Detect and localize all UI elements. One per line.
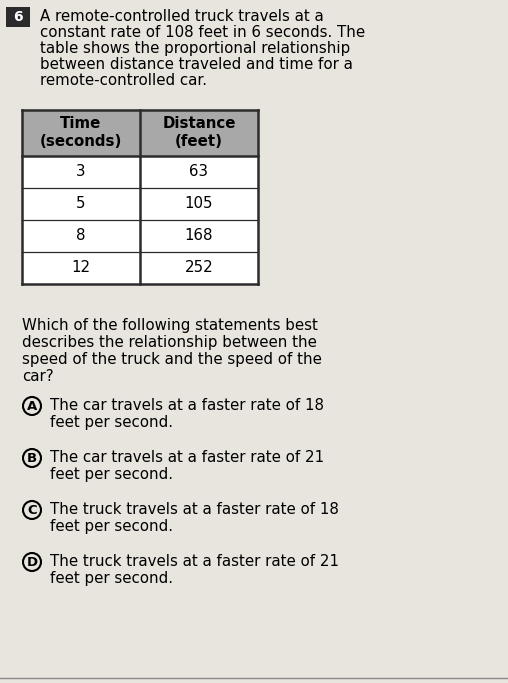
Text: car?: car? xyxy=(22,369,54,384)
FancyBboxPatch shape xyxy=(22,252,258,284)
Text: constant rate of 108 feet in 6 seconds. The: constant rate of 108 feet in 6 seconds. … xyxy=(40,25,365,40)
Text: 8: 8 xyxy=(76,229,86,244)
Text: The car travels at a faster rate of 21: The car travels at a faster rate of 21 xyxy=(50,450,324,465)
Text: between distance traveled and time for a: between distance traveled and time for a xyxy=(40,57,353,72)
Text: A: A xyxy=(27,400,37,413)
Text: feet per second.: feet per second. xyxy=(50,519,173,534)
Text: 6: 6 xyxy=(13,10,23,24)
Text: 12: 12 xyxy=(72,260,90,275)
Text: The truck travels at a faster rate of 18: The truck travels at a faster rate of 18 xyxy=(50,502,339,517)
FancyBboxPatch shape xyxy=(22,156,258,188)
Text: 5: 5 xyxy=(76,197,86,212)
Text: table shows the proportional relationship: table shows the proportional relationshi… xyxy=(40,41,350,56)
Text: B: B xyxy=(27,451,37,464)
Text: C: C xyxy=(27,503,37,516)
Text: describes the relationship between the: describes the relationship between the xyxy=(22,335,317,350)
FancyBboxPatch shape xyxy=(6,7,30,27)
Text: The truck travels at a faster rate of 21: The truck travels at a faster rate of 21 xyxy=(50,554,339,569)
Text: A remote-controlled truck travels at a: A remote-controlled truck travels at a xyxy=(40,9,324,24)
FancyBboxPatch shape xyxy=(22,110,258,156)
Text: remote-controlled car.: remote-controlled car. xyxy=(40,73,207,88)
Text: feet per second.: feet per second. xyxy=(50,415,173,430)
FancyBboxPatch shape xyxy=(22,220,258,252)
Text: speed of the truck and the speed of the: speed of the truck and the speed of the xyxy=(22,352,322,367)
FancyBboxPatch shape xyxy=(22,188,258,220)
Text: feet per second.: feet per second. xyxy=(50,571,173,586)
Text: 252: 252 xyxy=(184,260,213,275)
Text: feet per second.: feet per second. xyxy=(50,467,173,482)
Text: 3: 3 xyxy=(76,165,86,180)
Text: 105: 105 xyxy=(185,197,213,212)
Text: Time
(seconds): Time (seconds) xyxy=(40,117,122,150)
Text: 168: 168 xyxy=(185,229,213,244)
Text: D: D xyxy=(26,555,38,568)
Text: Which of the following statements best: Which of the following statements best xyxy=(22,318,318,333)
Text: The car travels at a faster rate of 18: The car travels at a faster rate of 18 xyxy=(50,398,324,413)
Text: Distance
(feet): Distance (feet) xyxy=(162,117,236,150)
Text: 63: 63 xyxy=(189,165,208,180)
